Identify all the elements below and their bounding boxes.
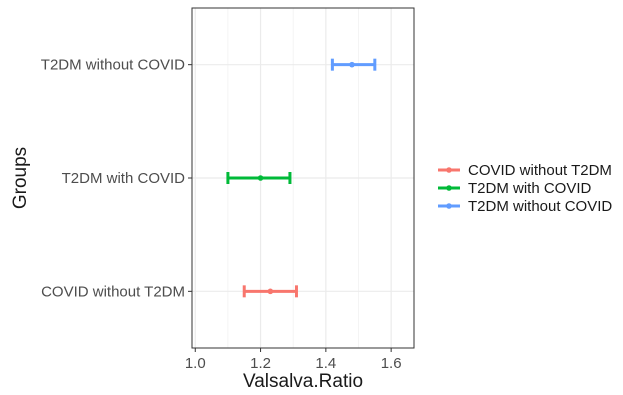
legend-label: COVID without T2DM <box>468 162 612 179</box>
legend-key-point <box>446 185 452 191</box>
legend-label: T2DM without COVID <box>468 198 612 215</box>
x-tick-label: 1.2 <box>250 355 271 372</box>
legend-item: T2DM with COVID <box>438 180 592 197</box>
errorbar-t2dm-with-covid <box>226 172 292 184</box>
legend-key-point <box>446 167 452 173</box>
errorbar-covid-without-t2dm <box>242 285 298 298</box>
x-tick-label: 1.0 <box>185 355 206 372</box>
legend-label: T2DM with COVID <box>468 180 592 197</box>
mean-point <box>267 288 274 295</box>
x-tick-label: 1.4 <box>315 355 336 372</box>
y-tick-label: T2DM without COVID <box>41 57 185 74</box>
x-axis-ticks: 1.0 1.2 1.4 1.6 <box>185 348 402 372</box>
legend-item: COVID without T2DM <box>438 162 612 179</box>
y-tick-label: T2DM with COVID <box>62 170 186 187</box>
y-axis-ticks: COVID without T2DM T2DM with COVID T2DM wi… <box>41 57 192 300</box>
legend-key-point <box>446 203 452 209</box>
mean-point <box>349 61 355 68</box>
mean-point <box>257 175 264 181</box>
x-axis-title: Valsalva.Ratio <box>243 371 363 392</box>
y-axis-title: Groups <box>10 147 31 209</box>
legend-item: T2DM without COVID <box>438 198 612 215</box>
errorbar-t2dm-without-covid <box>330 58 377 71</box>
error-bars <box>226 58 377 298</box>
y-tick-label: COVID without T2DM <box>41 283 185 300</box>
plot-panel <box>191 7 415 349</box>
x-tick-label: 1.6 <box>381 355 402 372</box>
